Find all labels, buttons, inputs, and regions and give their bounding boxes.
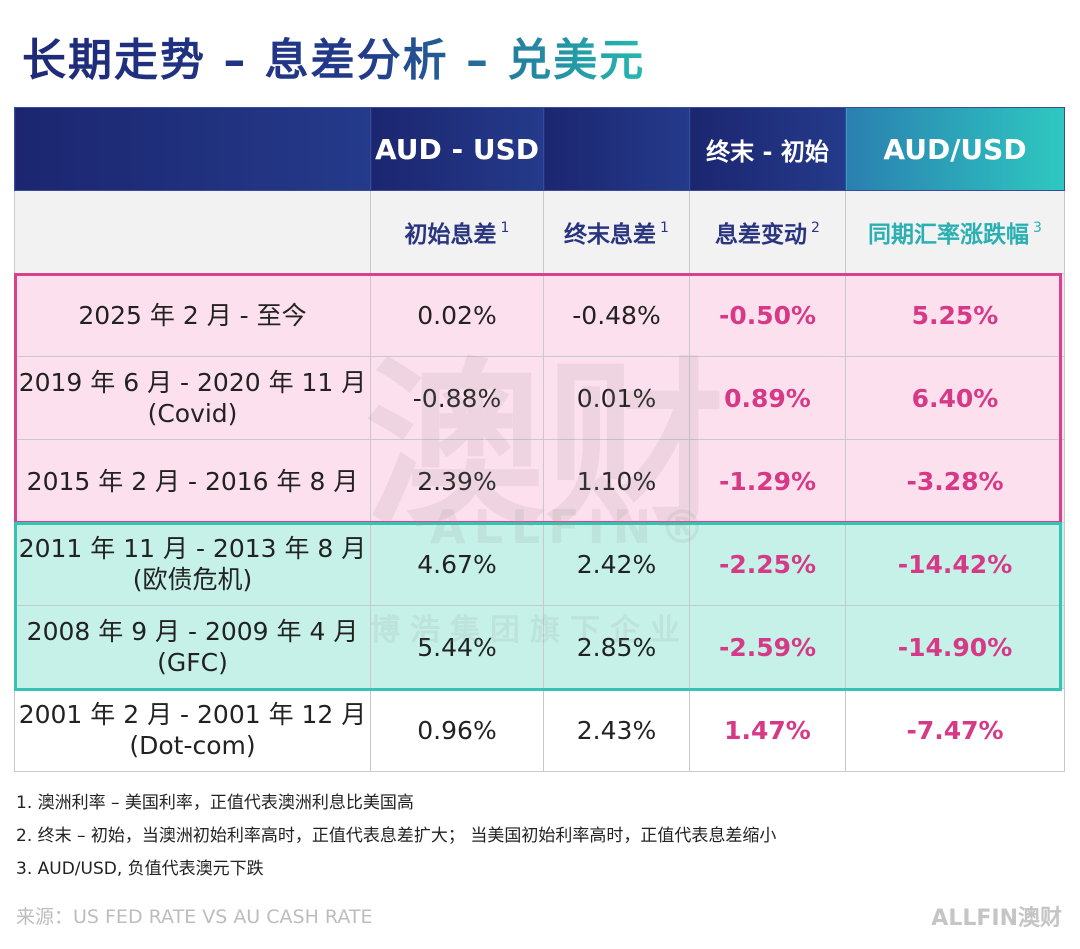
column-label: 息差变动 xyxy=(715,222,808,248)
column-label: 初始息差 xyxy=(404,222,497,248)
value-cell: 0.01% xyxy=(543,356,690,440)
period-cell: 2001 年 2 月 - 2001 年 12 月 (Dot-com) xyxy=(14,688,371,772)
footnote-ref: 1 xyxy=(500,220,510,236)
footnote-ref: 1 xyxy=(660,220,669,236)
data-row: 2011 年 11 月 - 2013 年 8 月 (欧债危机) 4.67% 2.42%… xyxy=(14,522,1065,606)
header-cell: AUD/USD xyxy=(845,107,1065,191)
column-label: 同期汇率涨跌幅 xyxy=(868,222,1030,248)
data-row: 2025 年 2 月 - 至今 0.02% -0.48% -0.50% 5.25% xyxy=(14,273,1065,357)
footnote: 2. 终末 – 初始，当澳洲初始利率高时，正值代表息差扩大； 当美国初始利率高时… xyxy=(16,826,777,846)
value-cell: 6.40% xyxy=(845,356,1065,440)
group-header-row: AUD - USD 终末 - 初始 AUD/USD xyxy=(14,107,1065,191)
period-line: (Dot-com) xyxy=(129,731,256,760)
table: AUD - USD 终末 - 初始 AUD/USD 初始息差 1 终末息差 1 息差变动… xyxy=(14,107,1065,772)
value-cell: 1.10% xyxy=(543,439,690,523)
footnote: 1. 澳洲利率 – 美国利率，正值代表澳洲利息比美国高 xyxy=(16,793,414,813)
period-cell: 2025 年 2 月 - 至今 xyxy=(14,273,371,357)
value-cell: -0.50% xyxy=(689,273,846,357)
column-label: 终末息差 xyxy=(564,222,657,248)
title: 长期走势 – 息差分析 – 兑美元 xyxy=(22,24,645,88)
header-cell: 初始息差 1 xyxy=(370,190,544,274)
value-cell: 0.89% xyxy=(689,356,846,440)
value-cell: -14.90% xyxy=(845,605,1065,689)
value-cell: -2.25% xyxy=(689,522,846,606)
value-cell: 2.85% xyxy=(543,605,690,689)
footnote-ref: 2 xyxy=(811,220,820,236)
period-line: (GFC) xyxy=(157,648,228,677)
value-cell: -0.88% xyxy=(370,356,544,440)
data-row: 2015 年 2 月 - 2016 年 8 月 2.39% 1.10% -1.29% -… xyxy=(14,439,1065,523)
footnote: 3. AUD/USD, 负值代表澳元下跌 xyxy=(16,859,264,879)
value-cell: 2.42% xyxy=(543,522,690,606)
value-cell: 2.43% xyxy=(543,688,690,772)
data-row: 2019 年 6 月 - 2020 年 11 月 (Covid) -0.88% 0.0… xyxy=(14,356,1065,440)
value-cell: -2.59% xyxy=(689,605,846,689)
period-line: 2008 年 9 月 - 2009 年 4 月 xyxy=(26,617,359,646)
value-cell: -14.42% xyxy=(845,522,1065,606)
header-cell xyxy=(543,107,690,191)
period-cell: 2015 年 2 月 - 2016 年 8 月 xyxy=(14,439,371,523)
period-cell: 2011 年 11 月 - 2013 年 8 月 (欧债危机) xyxy=(14,522,371,606)
period-line: 2015 年 2 月 - 2016 年 8 月 xyxy=(26,466,359,496)
value-cell: 5.44% xyxy=(370,605,544,689)
value-cell: -0.48% xyxy=(543,273,690,357)
value-cell: 1.47% xyxy=(689,688,846,772)
column-header-row: 初始息差 1 终末息差 1 息差变动 2 同期汇率涨跌幅 3 xyxy=(14,190,1065,274)
period-line: (Covid) xyxy=(147,399,238,428)
header-cell: 息差变动 2 xyxy=(689,190,846,274)
header-cell: 终末息差 1 xyxy=(543,190,690,274)
logo: ALLFIN澳财 xyxy=(931,906,1062,931)
data-row: 2008 年 9 月 - 2009 年 4 月 (GFC) 5.44% 2.85% -2… xyxy=(14,605,1065,689)
value-cell: 0.02% xyxy=(370,273,544,357)
period-line: 2001 年 2 月 - 2001 年 12 月 xyxy=(18,700,367,729)
value-cell: -3.28% xyxy=(845,439,1065,523)
header-cell xyxy=(14,107,371,191)
source: 来源：US FED RATE VS AU CASH RATE xyxy=(16,906,373,928)
period-line: 2025 年 2 月 - 至今 xyxy=(78,300,307,330)
period-line: 2011 年 11 月 - 2013 年 8 月 xyxy=(18,534,367,563)
value-cell: 0.96% xyxy=(370,688,544,772)
footnote-ref: 3 xyxy=(1033,220,1042,236)
header-cell: AUD - USD xyxy=(370,107,544,191)
value-cell: 2.39% xyxy=(370,439,544,523)
header-cell: 同期汇率涨跌幅 3 xyxy=(845,190,1065,274)
period-line: (欧债危机) xyxy=(132,565,253,594)
value-cell: -7.47% xyxy=(845,688,1065,772)
value-cell: 4.67% xyxy=(370,522,544,606)
value-cell: 5.25% xyxy=(845,273,1065,357)
header-cell: 终末 - 初始 xyxy=(689,107,846,191)
data-row: 2001 年 2 月 - 2001 年 12 月 (Dot-com) 0.96% 2.… xyxy=(14,688,1065,772)
header-cell xyxy=(14,190,371,274)
period-cell: 2008 年 9 月 - 2009 年 4 月 (GFC) xyxy=(14,605,371,689)
value-cell: -1.29% xyxy=(689,439,846,523)
period-line: 2019 年 6 月 - 2020 年 11 月 xyxy=(18,368,367,397)
period-cell: 2019 年 6 月 - 2020 年 11 月 (Covid) xyxy=(14,356,371,440)
